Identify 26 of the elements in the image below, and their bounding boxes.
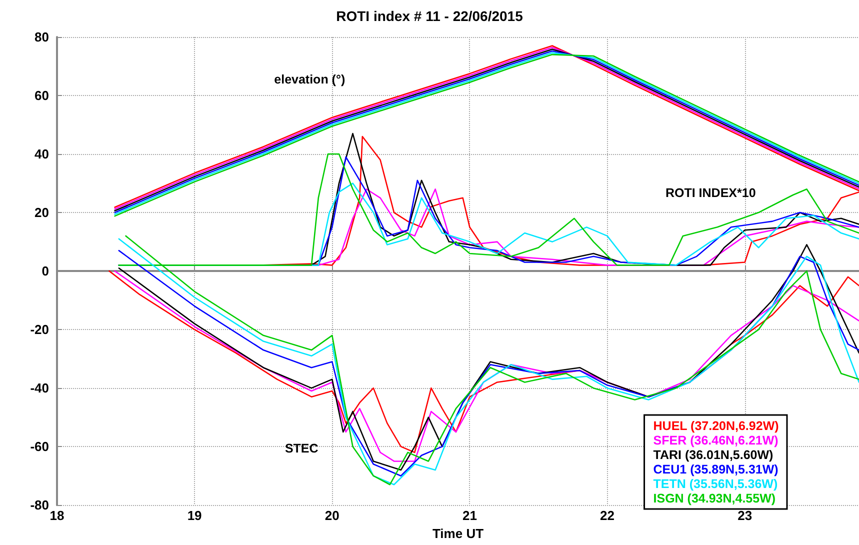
x-axis-title: Time UT: [432, 526, 484, 541]
y-tick-label: -40: [30, 380, 49, 396]
y-tick-label: 80: [34, 30, 49, 44]
y-tick-label: 20: [34, 205, 49, 220]
y-tick-label: 40: [34, 146, 49, 162]
annotation: STEC: [284, 442, 318, 456]
text: TETN (35.56N,5.36W): [653, 477, 778, 491]
x-tick-label: 18: [50, 508, 64, 524]
x-tick-label: 21: [462, 508, 477, 524]
series-label: HUEL (37.20N,6.92W): [653, 419, 779, 433]
x-tick-label: 19: [187, 508, 202, 524]
y-tick-label: 60: [34, 88, 49, 104]
y-tick-label: 0: [42, 264, 49, 279]
annotation: elevation (°): [274, 72, 346, 87]
text: TARI (36.01N,5.60W): [653, 448, 774, 462]
x-tick-label: 22: [600, 508, 614, 524]
text: SFER (36.46N,6.21W): [653, 434, 778, 448]
annotation: ROTI INDEX*10: [665, 186, 756, 200]
y-tick-label: -60: [30, 439, 49, 454]
y-tick-label: -20: [30, 322, 49, 338]
x-tick-label: 23: [738, 508, 752, 524]
x-tick-label: 20: [324, 508, 340, 524]
text: ISGN (34.93N,4.55W): [653, 492, 776, 506]
text: CEU1 (35.89N,5.31W): [653, 462, 778, 476]
chart-title: ROTI index # 11 - 22/06/2015: [336, 8, 524, 24]
y-tick-label: -80: [30, 498, 49, 513]
